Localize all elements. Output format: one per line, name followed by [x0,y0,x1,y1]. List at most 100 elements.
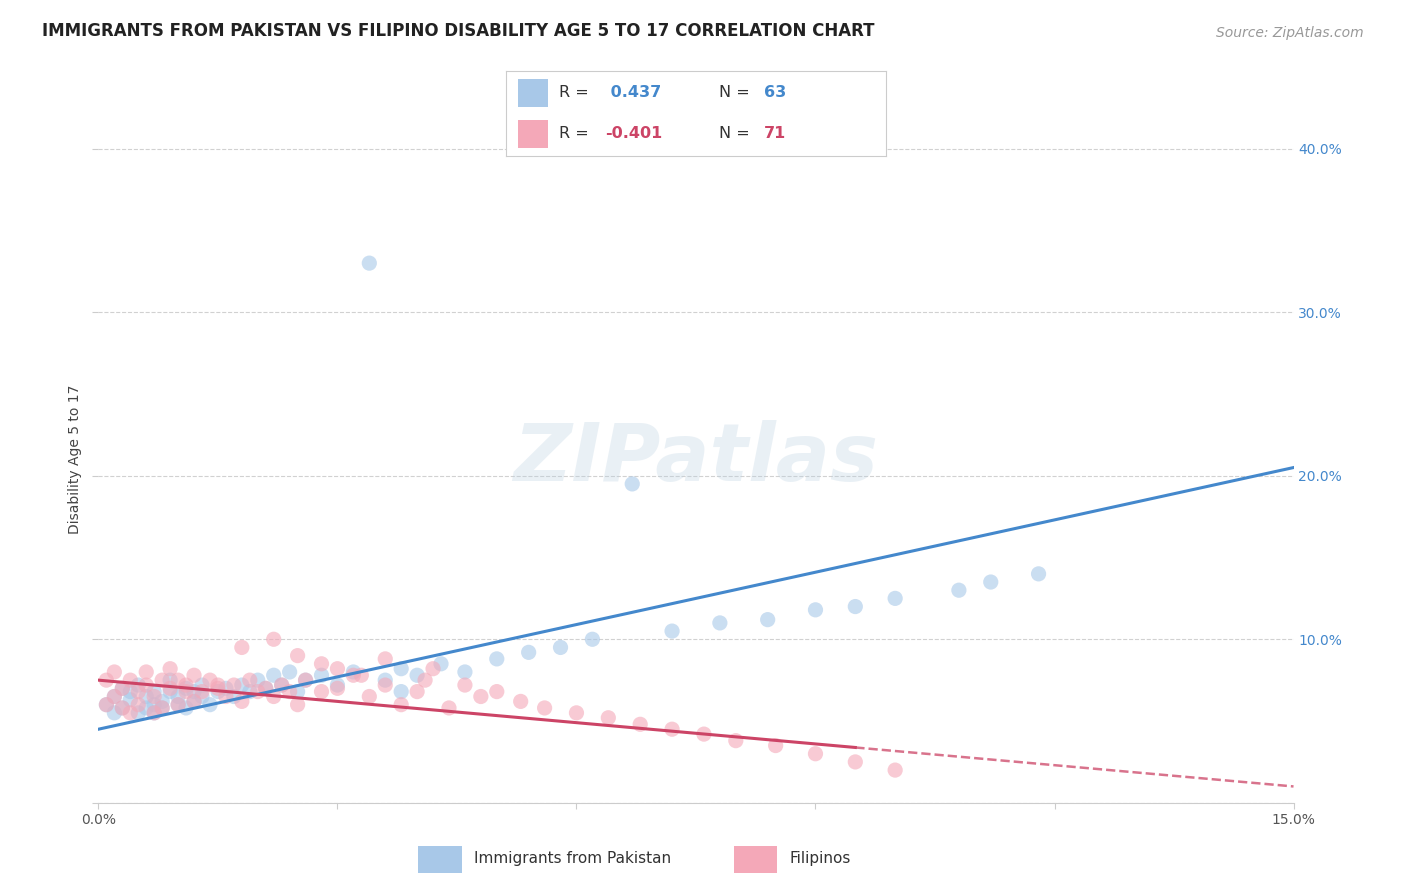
Point [294,673,316,688]
Point [389,698,412,712]
Point [287,684,309,698]
Point [884,763,907,777]
Bar [517,120,548,147]
Point [485,652,508,666]
Point [215,690,238,704]
Point [287,648,309,663]
Point [374,678,396,692]
Point [884,591,907,606]
Point [517,645,540,659]
Point [143,706,166,720]
Point [135,690,157,704]
Point [191,690,214,704]
Point [167,698,190,712]
Point [167,690,190,704]
Point [598,711,620,725]
Point [278,684,301,698]
Point [231,694,253,708]
Text: IMMIGRANTS FROM PAKISTAN VS FILIPINO DISABILITY AGE 5 TO 17 CORRELATION CHART: IMMIGRANTS FROM PAKISTAN VS FILIPINO DIS… [42,22,875,40]
Point [127,706,149,720]
Point [581,632,603,647]
Point [389,684,412,698]
Point [103,690,125,704]
Point [709,615,731,630]
Point [127,678,149,692]
Point [311,668,333,682]
Point [167,698,190,712]
Point [661,723,683,737]
Point [96,698,118,712]
Point [359,690,381,704]
Point [231,640,253,655]
Point [207,681,229,696]
Point [359,256,381,270]
Point [207,678,229,692]
Text: 0.437: 0.437 [605,86,661,101]
Point [406,684,429,698]
Text: N =: N = [718,126,749,141]
Point [120,692,142,706]
Point [191,678,214,692]
Point [111,701,134,715]
Point [485,684,508,698]
Point [167,673,190,688]
Point [198,698,221,712]
Point [96,698,118,712]
Point [263,632,285,647]
Point [844,755,866,769]
Point [509,694,531,708]
Point [143,706,166,720]
Point [263,690,285,704]
Point [246,673,269,688]
Point [294,673,316,688]
Point [159,684,181,698]
Point [326,678,349,692]
Point [311,657,333,671]
Point [159,681,181,696]
Point [183,668,205,682]
Bar [419,847,461,873]
Point [222,678,245,692]
Point [350,668,373,682]
Point [150,673,173,688]
Point [246,684,269,698]
Point [270,678,292,692]
Text: ZIPatlas: ZIPatlas [513,420,879,499]
Point [96,673,118,688]
Text: Filipinos: Filipinos [790,851,851,866]
Point [980,575,1002,590]
Point [765,739,787,753]
Point [150,694,173,708]
Point [174,684,197,698]
Point [413,673,436,688]
Point [804,603,827,617]
Text: Immigrants from Pakistan: Immigrants from Pakistan [474,851,671,866]
Y-axis label: Disability Age 5 to 17: Disability Age 5 to 17 [67,384,82,534]
Point [254,681,277,696]
Point [191,684,214,698]
Text: 71: 71 [765,126,786,141]
Point [111,701,134,715]
Point [111,681,134,696]
Point [127,698,149,712]
Point [804,747,827,761]
Point [756,613,779,627]
Point [311,684,333,698]
Point [183,694,205,708]
Point [550,640,572,655]
Point [159,662,181,676]
Point [120,673,142,688]
Bar [734,847,778,873]
Point [454,678,477,692]
Point [454,665,477,679]
Point [135,665,157,679]
Text: -0.401: -0.401 [605,126,662,141]
Text: R =: R = [560,86,589,101]
Point [120,706,142,720]
Point [533,701,555,715]
Point [374,652,396,666]
Text: R =: R = [560,126,589,141]
Bar [517,79,548,107]
Point [661,624,683,639]
Point [628,717,651,731]
